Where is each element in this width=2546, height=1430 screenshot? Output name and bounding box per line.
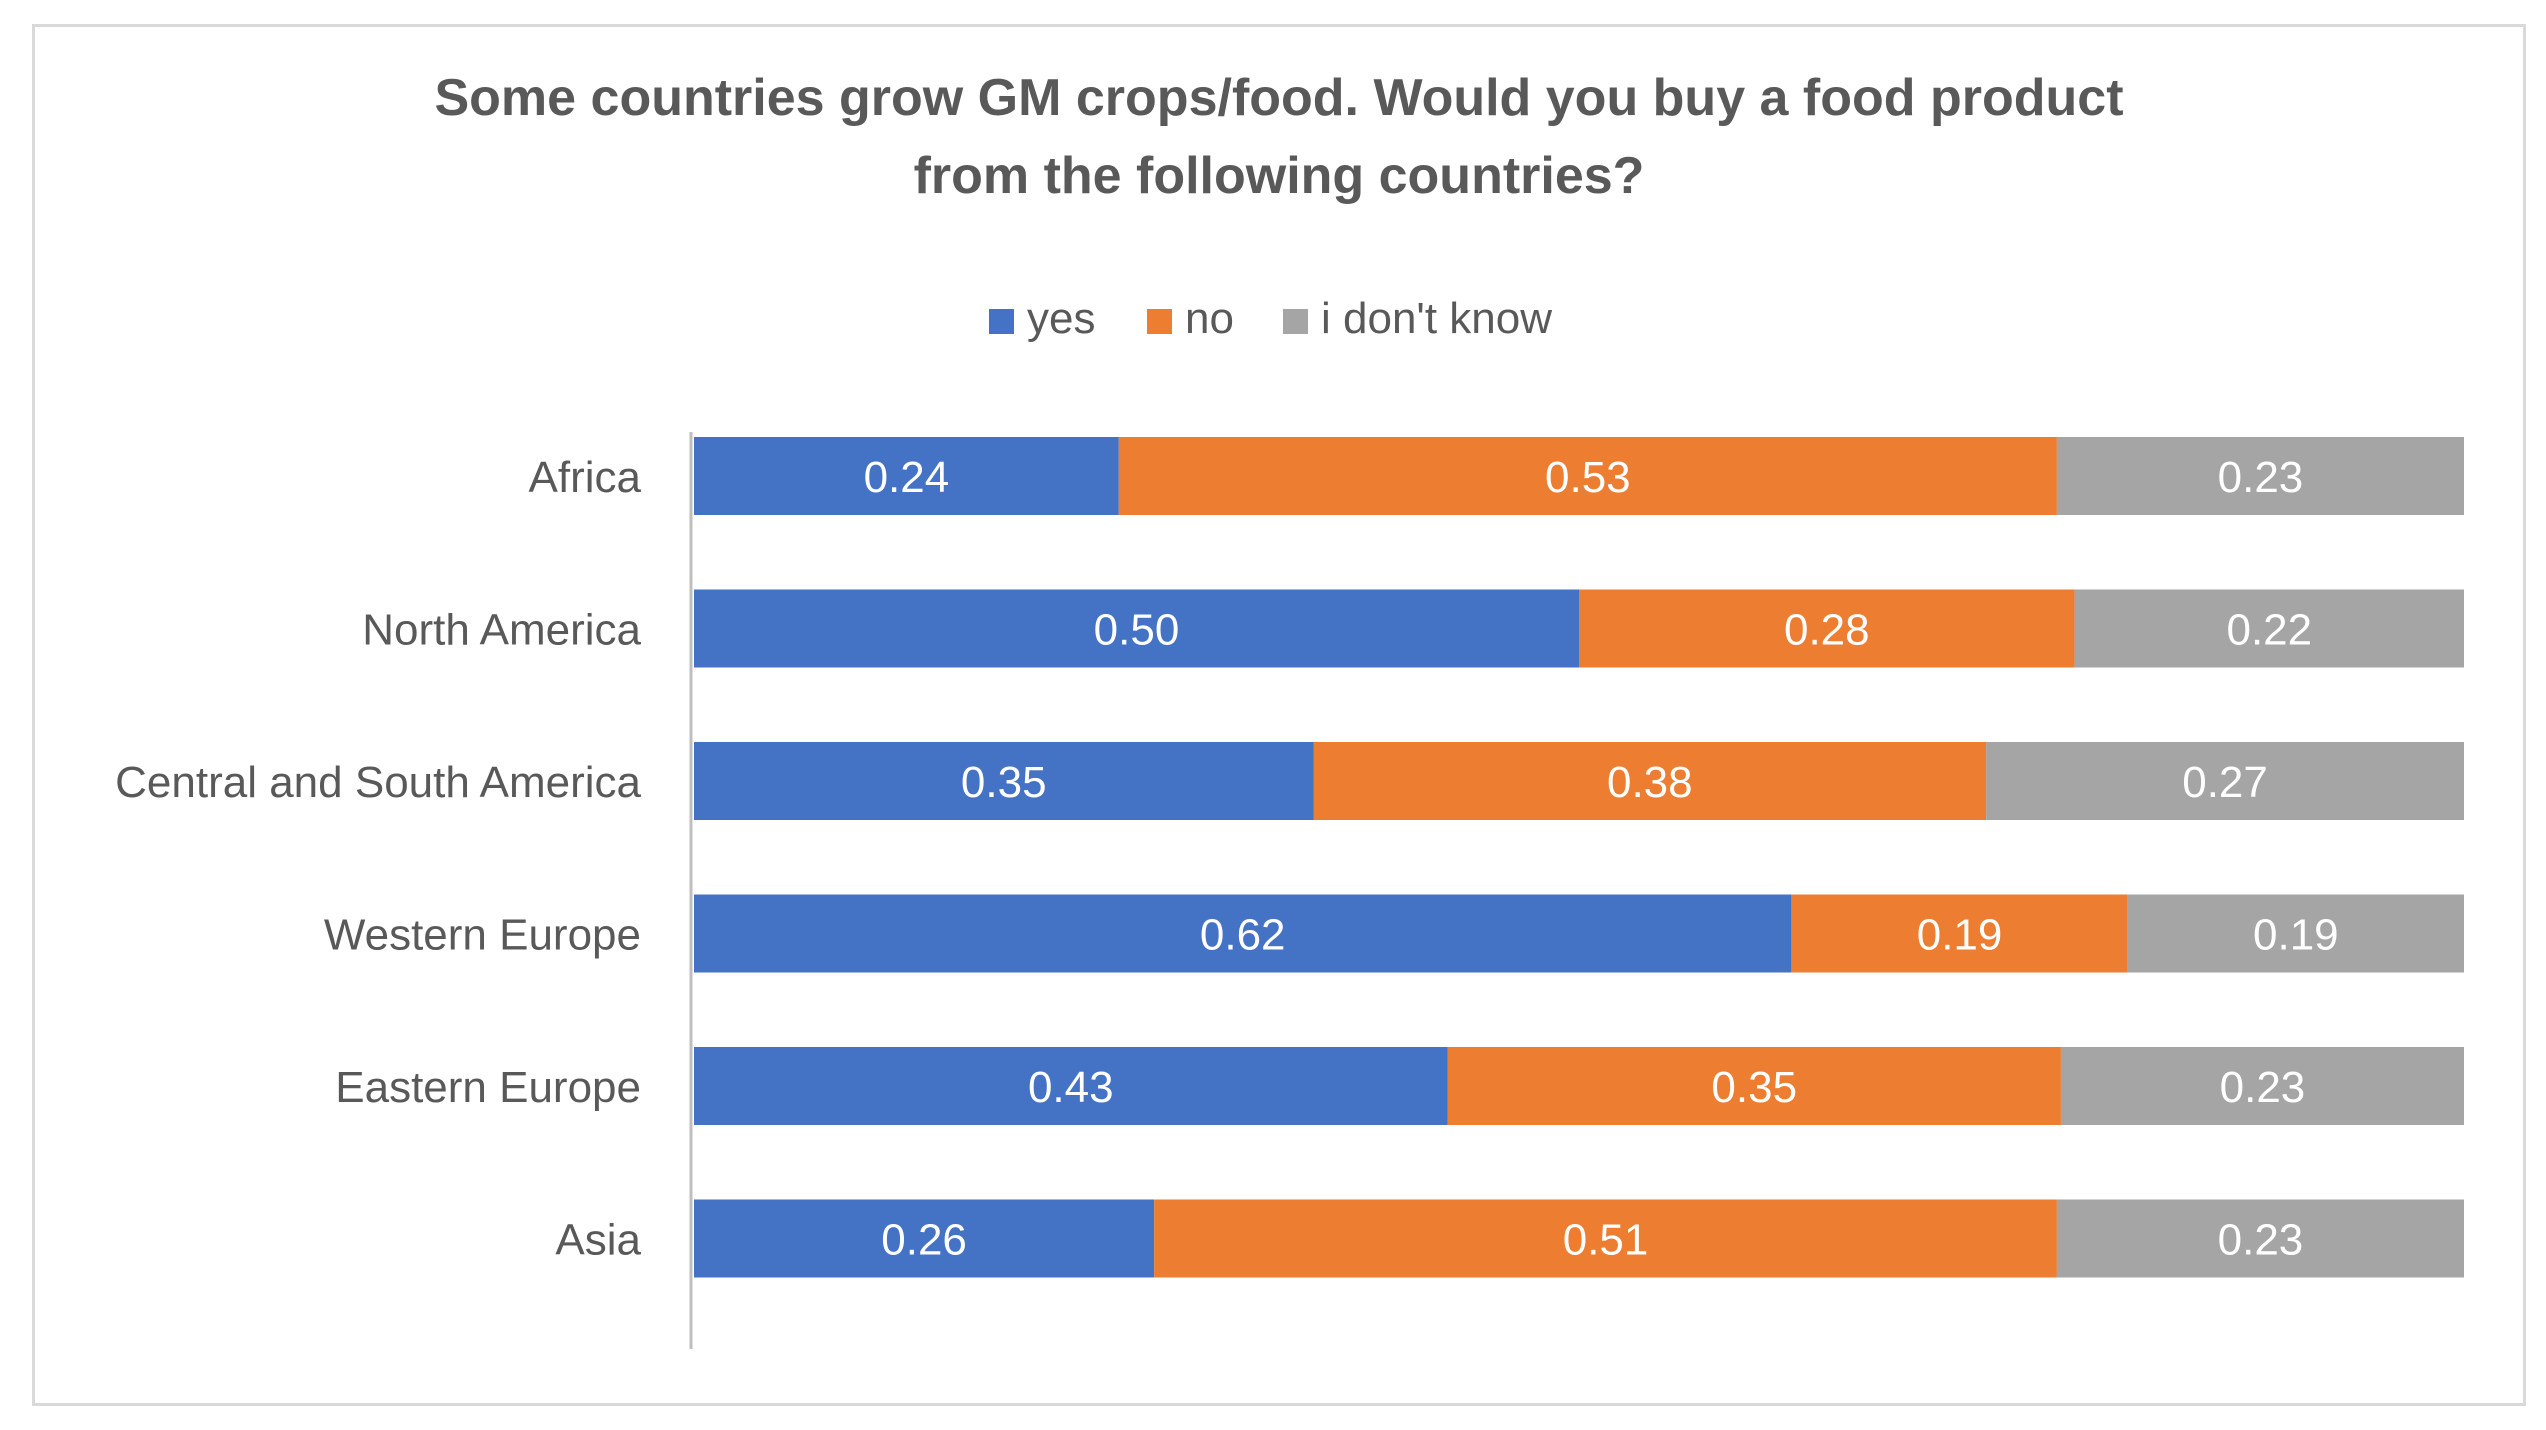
- bars: 0.24 0.53 0.23 0.50 0.28 0.22 0.35 0.38 0.27 0.62…: [694, 437, 2464, 1278]
- data-label-0-0: 0.24: [864, 453, 950, 502]
- data-label-5-1: 0.51: [1563, 1216, 1649, 1265]
- data-label-2-1: 0.38: [1607, 758, 1693, 807]
- bar-1-0: [694, 589, 1579, 668]
- data-label-1-2: 0.22: [2226, 606, 2312, 655]
- bar-3-2: [2127, 894, 2464, 973]
- bar-5-0: [694, 1199, 1155, 1278]
- stacked-bar-chart: Some countries grow GM crops/food. Would…: [115, 69, 2464, 1349]
- bar-1-2: [2074, 589, 2464, 668]
- category-label-3: Western Europe: [324, 911, 641, 960]
- data-label-0-2: 0.23: [2218, 453, 2304, 502]
- data-label-5-0: 0.26: [881, 1216, 967, 1265]
- legend-swatch-1: [1147, 309, 1172, 334]
- bar-3-1: [1791, 894, 2128, 973]
- legend-swatch-2: [1283, 309, 1308, 334]
- chart-frame: Some countries grow GM crops/food. Would…: [32, 24, 2526, 1406]
- legend-swatch-0: [989, 309, 1014, 334]
- data-label-3-0: 0.62: [1200, 911, 1286, 960]
- data-label-3-2: 0.19: [2253, 911, 2339, 960]
- data-label-4-2: 0.23: [2220, 1063, 2306, 1112]
- legend-label-0: yes: [1027, 294, 1095, 343]
- data-label-0-1: 0.53: [1545, 453, 1631, 502]
- data-label-2-2: 0.27: [2182, 758, 2268, 807]
- bar-4-2: [2060, 1047, 2464, 1125]
- category-label-5: Asia: [555, 1216, 641, 1265]
- category-label-2: Central and South America: [115, 758, 641, 807]
- category-label-0: Africa: [529, 453, 642, 502]
- data-label-4-0: 0.43: [1028, 1063, 1114, 1112]
- bar-4-1: [1447, 1047, 2061, 1125]
- bar-5-2: [2056, 1199, 2464, 1278]
- data-label-3-1: 0.19: [1917, 911, 2003, 960]
- data-label-5-2: 0.23: [2218, 1216, 2304, 1265]
- bar-4-0: [694, 1047, 1448, 1125]
- data-label-2-0: 0.35: [961, 758, 1047, 807]
- chart-title-line-1: Some countries grow GM crops/food. Would…: [434, 69, 2123, 127]
- bar-3-0: [694, 894, 1792, 973]
- chart-title: Some countries grow GM crops/food. Would…: [434, 69, 2123, 205]
- category-label-1: North America: [362, 606, 641, 655]
- bar-1-1: [1579, 589, 2075, 668]
- data-label-1-1: 0.28: [1784, 606, 1870, 655]
- bar-2-0: [694, 742, 1314, 820]
- bar-2-2: [1986, 742, 2464, 820]
- legend-label-2: i don't know: [1321, 294, 1552, 343]
- category-label-4: Eastern Europe: [335, 1063, 641, 1112]
- bar-0-0: [694, 437, 1119, 515]
- bar-0-1: [1118, 437, 2057, 515]
- chart-title-line-2: from the following countries?: [914, 147, 1645, 205]
- data-label-1-0: 0.50: [1094, 606, 1180, 655]
- bar-2-1: [1313, 742, 1987, 820]
- bar-0-2: [2056, 437, 2464, 515]
- legend: yes no i don't know: [989, 294, 1552, 343]
- legend-label-1: no: [1185, 294, 1234, 343]
- data-label-4-1: 0.35: [1711, 1063, 1797, 1112]
- bar-5-1: [1154, 1199, 2057, 1278]
- category-axis: Africa North America Central and South Ame…: [115, 432, 693, 1349]
